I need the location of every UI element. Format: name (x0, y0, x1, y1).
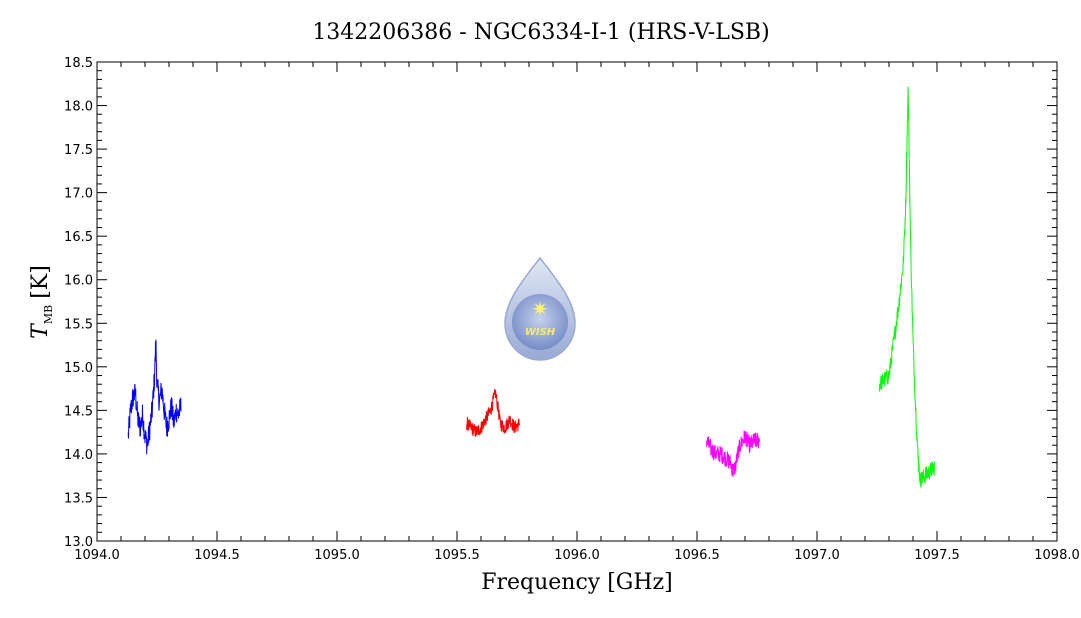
y-tick-label: 16.0 (64, 274, 93, 289)
y-tick-label: 14.0 (64, 448, 93, 463)
logo-text: WISH (525, 327, 556, 338)
series-line-4 (878, 86, 936, 488)
y-tick-label: 15.0 (64, 361, 93, 376)
y-tick-label: 13.5 (64, 491, 93, 506)
star-icon: ✷ (532, 299, 549, 321)
chart-title: 1342206386 - NGC6334-I-1 (HRS-V-LSB) (312, 20, 769, 45)
wish-logo: ✷ WISH (504, 256, 576, 361)
y-axis-label-symbol: T (28, 322, 53, 339)
x-tick-label: 1098.0 (1034, 548, 1080, 563)
svg-text:TMB[K]: TMB [K] (28, 265, 55, 339)
x-axis-label: Frequency [GHz] (481, 570, 673, 595)
x-tick-label: 1094.0 (74, 548, 120, 563)
y-axis-label: TMB [K] (28, 265, 55, 339)
x-tick-label: 1094.5 (194, 548, 240, 563)
y-tick-label: 13.0 (64, 535, 93, 550)
x-tick-label: 1096.5 (674, 548, 720, 563)
x-tick-label: 1095.0 (314, 548, 360, 563)
y-axis-label-subscript: MB (42, 305, 55, 324)
x-tick-label: 1097.0 (794, 548, 840, 563)
y-tick-label: 18.0 (64, 100, 93, 115)
x-tick-label: 1097.5 (914, 548, 960, 563)
y-tick-label: 18.5 (64, 56, 93, 71)
x-tick-label: 1095.5 (434, 548, 480, 563)
series-line-3 (706, 430, 760, 477)
plot-area (127, 86, 936, 488)
y-tick-label: 16.5 (64, 230, 93, 245)
series-line-1 (127, 339, 182, 455)
plot-frame (96, 61, 1058, 542)
axes: 1094.0 1094.5 1095.0 1095.5 1096.0 1096.5 1097… (64, 56, 1080, 563)
x-tick-label: 1096.0 (554, 548, 600, 563)
series-line-2 (466, 388, 520, 437)
y-tick-label: 15.5 (64, 317, 93, 332)
y-tick-label: 17.0 (64, 187, 93, 202)
y-axis-label-unit: [K] (28, 265, 53, 299)
y-tick-label: 17.5 (64, 143, 93, 158)
y-tick-label: 14.5 (64, 404, 93, 419)
